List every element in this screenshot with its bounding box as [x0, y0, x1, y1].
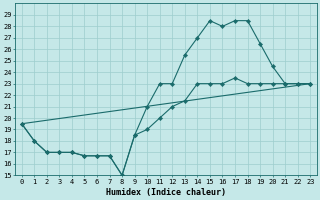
X-axis label: Humidex (Indice chaleur): Humidex (Indice chaleur): [106, 188, 226, 197]
